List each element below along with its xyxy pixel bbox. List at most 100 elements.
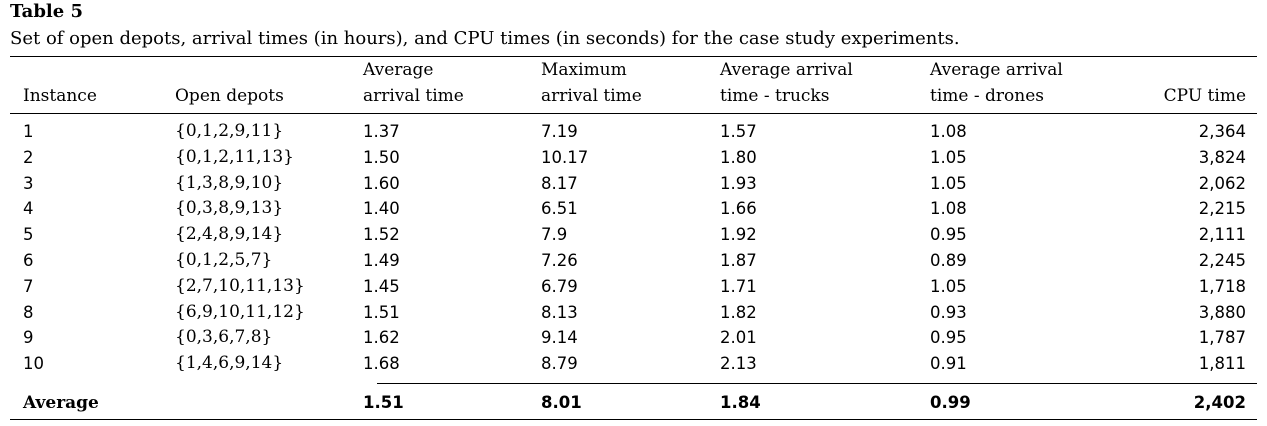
table-cell: 0.95 bbox=[930, 328, 967, 348]
header-row: Instance Open depots Average arrival time… bbox=[10, 56, 1257, 112]
table-cell: 1.66 bbox=[720, 199, 757, 219]
table-cell: 1.52 bbox=[363, 225, 400, 245]
table-row: 5 {2,4,8,9,14} 1.52 7.9 1.92 0.95 2,111 bbox=[10, 222, 1257, 248]
table-cell: 1.80 bbox=[720, 147, 757, 167]
table-cell: 1.62 bbox=[363, 328, 400, 348]
table-cell: 2,111 bbox=[1198, 225, 1246, 245]
table-cell: 8.01 bbox=[541, 392, 582, 412]
table-cell: {1,4,6,9,14} bbox=[175, 353, 284, 374]
table-cell: 2,245 bbox=[1198, 250, 1246, 270]
table-cell: 0.93 bbox=[930, 302, 967, 322]
column-header: Average arrival time - trucks bbox=[720, 60, 853, 106]
table-cell: 1.08 bbox=[930, 122, 967, 141]
table-cell: 3,880 bbox=[1198, 302, 1246, 322]
table-cell: 2,364 bbox=[1198, 122, 1246, 141]
table-cell: 1.87 bbox=[720, 250, 757, 270]
table-cell: {1,3,8,9,10} bbox=[175, 172, 284, 193]
table-cell: 1.84 bbox=[720, 392, 761, 412]
table-cell: 1.40 bbox=[363, 199, 400, 219]
table-cell: 10 bbox=[23, 354, 44, 374]
table-cell: 7.19 bbox=[541, 122, 578, 141]
table-cell: 8.17 bbox=[541, 173, 578, 193]
table-cell: {2,7,10,11,13} bbox=[175, 275, 305, 296]
table-cell: 1.05 bbox=[930, 147, 967, 167]
results-table: Instance Open depots Average arrival time… bbox=[10, 56, 1257, 420]
table-cell: 2.13 bbox=[720, 354, 757, 374]
column-header: Maximum arrival time bbox=[541, 60, 642, 106]
table-cell: 8 bbox=[23, 302, 34, 322]
table-cell: 6 bbox=[23, 250, 34, 270]
spacer-row bbox=[10, 377, 1257, 384]
table-cell: 7.9 bbox=[541, 225, 568, 245]
header-rule bbox=[10, 113, 1257, 114]
table-cell: 0.89 bbox=[930, 250, 967, 270]
table-cell: 1 bbox=[23, 122, 34, 141]
table-cell: 2,062 bbox=[1198, 173, 1246, 193]
column-header: Average arrival time bbox=[363, 60, 464, 106]
table-cell: 5 bbox=[23, 225, 34, 245]
table-cell: 1.37 bbox=[363, 122, 400, 141]
bottom-rule bbox=[10, 419, 1257, 420]
average-rule bbox=[377, 383, 1257, 384]
table-caption: Set of open depots, arrival times (in ho… bbox=[10, 28, 960, 49]
table-cell: 0.99 bbox=[930, 392, 971, 412]
table-row: 3 {1,3,8,9,10} 1.60 8.17 1.93 1.05 2,062 bbox=[10, 171, 1257, 197]
table-cell: 1,811 bbox=[1198, 354, 1246, 374]
table-cell: {0,3,8,9,13} bbox=[175, 198, 284, 219]
table-body: 1 {0,1,2,9,11} 1.37 7.19 1.57 1.08 2,364 2 {0,1,… bbox=[10, 112, 1257, 420]
table-cell: 1.45 bbox=[363, 276, 400, 296]
table-cell: {0,1,2,11,13} bbox=[175, 146, 294, 167]
column-header: Open depots bbox=[175, 86, 284, 106]
top-rule bbox=[10, 56, 1257, 57]
table-cell: 1.50 bbox=[363, 147, 400, 167]
table-row: 7 {2,7,10,11,13} 1.45 6.79 1.71 1.05 1,718 bbox=[10, 274, 1257, 300]
column-header: Average arrival time - drones bbox=[930, 60, 1063, 106]
table-cell: 1.57 bbox=[720, 122, 757, 141]
table-cell: 3 bbox=[23, 173, 34, 193]
column-header: Instance bbox=[23, 86, 97, 106]
table-cell: 1.05 bbox=[930, 173, 967, 193]
table-cell bbox=[160, 384, 363, 420]
table-cell: 1.51 bbox=[363, 302, 400, 322]
table-cell: {2,4,8,9,14} bbox=[175, 224, 284, 245]
table-cell: 1.71 bbox=[720, 276, 757, 296]
table-cell: Average bbox=[23, 392, 99, 413]
table-row: 10 {1,4,6,9,14} 1.68 8.79 2.13 0.91 1,811 bbox=[10, 351, 1257, 377]
table-cell: 6.51 bbox=[541, 199, 578, 219]
table-cell: 1,787 bbox=[1198, 328, 1246, 348]
column-header: CPU time bbox=[1163, 86, 1246, 106]
table-row: 4 {0,3,8,9,13} 1.40 6.51 1.66 1.08 2,215 bbox=[10, 196, 1257, 222]
table-cell: 4 bbox=[23, 199, 34, 219]
table-cell: 8.13 bbox=[541, 302, 578, 322]
table-cell: 6.79 bbox=[541, 276, 578, 296]
table-cell: 3,824 bbox=[1198, 147, 1246, 167]
table-row: 6 {0,1,2,5,7} 1.49 7.26 1.87 0.89 2,245 bbox=[10, 248, 1257, 274]
table-cell: {0,1,2,9,11} bbox=[175, 121, 284, 141]
table-cell: 0.91 bbox=[930, 354, 967, 374]
table-cell: {6,9,10,11,12} bbox=[175, 301, 305, 322]
table-cell: 2,402 bbox=[1193, 392, 1246, 412]
table-cell: {0,3,6,7,8} bbox=[175, 327, 273, 348]
table-cell: 1,718 bbox=[1198, 276, 1246, 296]
table-row: 2 {0,1,2,11,13} 1.50 10.17 1.80 1.05 3,824 bbox=[10, 145, 1257, 171]
table-cell: 7.26 bbox=[541, 250, 578, 270]
table-cell: 2.01 bbox=[720, 328, 757, 348]
table-cell: 2,215 bbox=[1198, 199, 1246, 219]
table-cell: 7 bbox=[23, 276, 34, 296]
table-cell: 0.95 bbox=[930, 225, 967, 245]
table-cell: 1.60 bbox=[363, 173, 400, 193]
table-cell: 10.17 bbox=[541, 147, 589, 167]
table-row: 9 {0,3,6,7,8} 1.62 9.14 2.01 0.95 1,787 bbox=[10, 325, 1257, 351]
table-cell: 2 bbox=[23, 147, 34, 167]
table-cell: 1.51 bbox=[363, 392, 404, 412]
table-cell: 1.05 bbox=[930, 276, 967, 296]
table-cell: 1.92 bbox=[720, 225, 757, 245]
table-cell: 1.08 bbox=[930, 199, 967, 219]
table-cell: 1.82 bbox=[720, 302, 757, 322]
table-cell: 9.14 bbox=[541, 328, 578, 348]
table-row: 8 {6,9,10,11,12} 1.51 8.13 1.82 0.93 3,880 bbox=[10, 300, 1257, 326]
table-cell: 1.93 bbox=[720, 173, 757, 193]
table-cell: 1.68 bbox=[363, 354, 400, 374]
table-cell: 9 bbox=[23, 328, 34, 348]
